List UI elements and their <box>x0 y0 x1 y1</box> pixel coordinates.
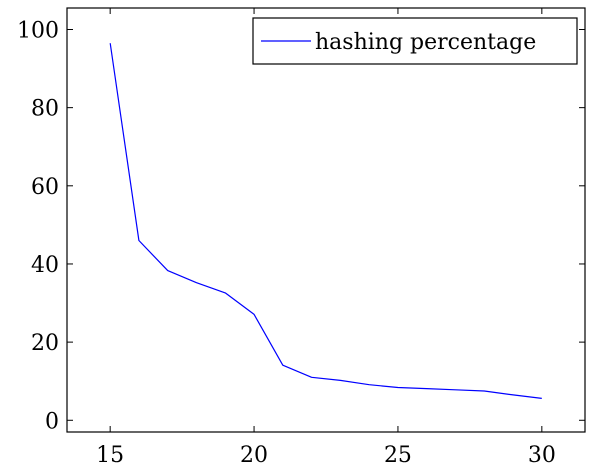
x-tick-label: 30 <box>528 443 556 468</box>
plot-frame <box>66 7 586 433</box>
x-tick-label: 15 <box>96 443 124 468</box>
legend-label: hashing percentage <box>315 30 536 55</box>
y-tick-label: 0 <box>45 409 59 434</box>
x-tick-label: 25 <box>384 443 412 468</box>
legend: hashing percentage <box>252 17 578 65</box>
series-layer <box>109 43 542 399</box>
y-tick-label: 60 <box>31 175 59 200</box>
y-tick-label: 80 <box>31 97 59 122</box>
y-tick-label: 20 <box>31 331 59 356</box>
series-line <box>109 43 542 399</box>
x-tick-label: 20 <box>240 443 268 468</box>
axis-ticks: 15 20 25 30 0 20 40 60 80 100 <box>17 8 585 468</box>
y-tick-label: 100 <box>17 18 59 43</box>
y-tick-label: 40 <box>31 253 59 278</box>
